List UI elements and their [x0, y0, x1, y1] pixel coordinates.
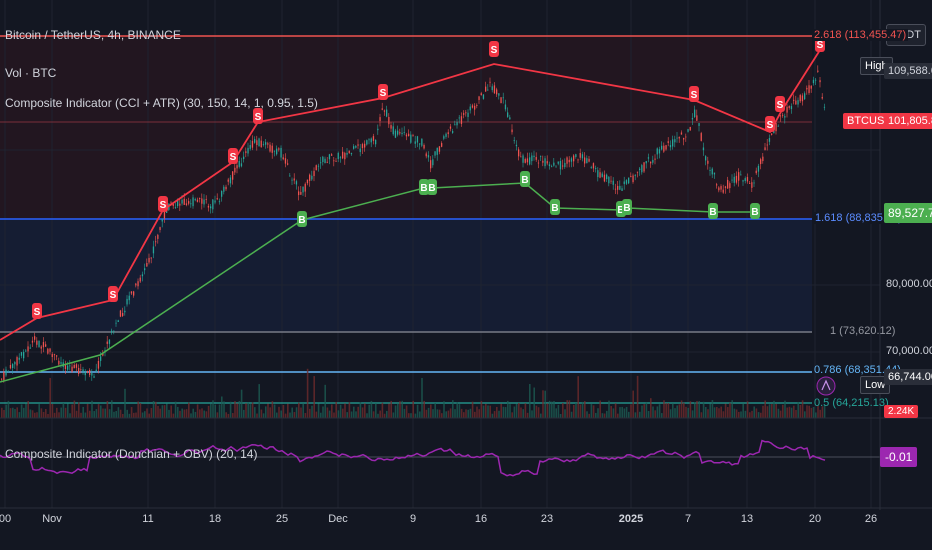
svg-text:S: S: [817, 40, 824, 51]
btc-price-tag: 101,805.82: [884, 113, 932, 129]
time-tick: Dec: [328, 513, 348, 525]
price-tick-70000: 70,000.00: [886, 345, 932, 357]
svg-text:B: B: [420, 183, 427, 194]
svg-text:S: S: [777, 100, 784, 111]
svg-text:S: S: [255, 112, 262, 123]
lower-fib-zone: [0, 219, 812, 332]
sell-signal-marker[interactable]: S: [775, 96, 785, 112]
svg-text:S: S: [34, 307, 41, 318]
svg-text:B: B: [709, 207, 716, 218]
buy-signal-marker[interactable]: B: [520, 171, 530, 187]
svg-text:S: S: [160, 200, 167, 211]
logo-icon: [816, 376, 836, 396]
sell-signal-marker[interactable]: S: [32, 303, 42, 319]
indicator2-legend[interactable]: Composite Indicator (Donchian + OBV) (20…: [5, 447, 258, 461]
svg-text:B: B: [617, 205, 624, 216]
svg-text:S: S: [491, 45, 498, 56]
svg-text:S: S: [691, 90, 698, 101]
time-tick: 25: [275, 513, 289, 525]
svg-text:B: B: [623, 203, 630, 214]
candlestick-series: [1, 65, 826, 383]
sell-signal-marker[interactable]: S: [765, 116, 775, 132]
sell-signal-marker[interactable]: S: [228, 148, 238, 164]
svg-text:B: B: [521, 175, 528, 186]
time-tick: 2025: [618, 513, 644, 525]
price-axis-bg: [880, 0, 932, 550]
time-tick: 11: [142, 513, 154, 525]
sell-signal-marker[interactable]: S: [489, 41, 499, 57]
buy-signal-marker[interactable]: B: [550, 199, 560, 215]
volume-legend[interactable]: Vol · BTC: [5, 66, 57, 80]
buy-signal-marker[interactable]: B: [622, 199, 632, 215]
time-tick: 20: [808, 513, 822, 525]
fib-label-1: 1 (73,620.12): [830, 325, 896, 337]
fib-label-05: 0.5 (64,215.13): [814, 397, 889, 409]
sell-signal-marker[interactable]: S: [378, 84, 388, 100]
buy-signal-marker[interactable]: B: [750, 203, 760, 219]
sell-signal-marker[interactable]: S: [158, 196, 168, 212]
time-tick: 13: [740, 513, 754, 525]
svg-text:S: S: [230, 152, 237, 163]
time-tick: 26: [864, 513, 878, 525]
time-tick: 9: [409, 513, 417, 525]
svg-text:S: S: [767, 120, 774, 131]
time-tick: 18: [208, 513, 222, 525]
fib-label-2618: 2.618 (113,455.47): [812, 29, 909, 41]
volume-value-tag: 2.24K: [884, 405, 919, 418]
svg-text:B: B: [751, 207, 758, 218]
svg-text:B: B: [551, 203, 558, 214]
buy-signal-marker[interactable]: B: [297, 211, 307, 227]
buy-signal-marker[interactable]: B: [419, 179, 429, 195]
sell-signal-marker[interactable]: S: [108, 286, 118, 302]
sell-signal-marker[interactable]: S: [689, 86, 699, 102]
oscillator-line: [0, 439, 826, 477]
low-label-tag: Low: [860, 376, 891, 394]
fib-price-tag: 89,527.74: [884, 203, 932, 223]
oscillator-value-tag: -0.01: [880, 447, 918, 467]
sell-signal-marker[interactable]: S: [253, 108, 263, 124]
time-tick: 00: [0, 513, 12, 525]
buy-signal-marker[interactable]: B: [708, 203, 718, 219]
upper-fib-zone: [0, 36, 812, 219]
svg-text:S: S: [380, 88, 387, 99]
time-tick: 23: [540, 513, 554, 525]
low-value-tag: 66,744.00: [884, 369, 932, 385]
buy-signal-marker[interactable]: B: [427, 179, 437, 195]
volume-bars: [1, 368, 826, 418]
fib-label-1618: 1.618 (88,835.35): [813, 212, 904, 224]
svg-text:S: S: [110, 290, 117, 301]
time-tick: 7: [684, 513, 692, 525]
svg-text:B: B: [298, 215, 305, 226]
time-tick: Nov: [42, 513, 62, 525]
time-tick: 16: [474, 513, 488, 525]
indicator1-legend[interactable]: Composite Indicator (CCI + ATR) (30, 150…: [5, 96, 318, 110]
svg-text:B: B: [428, 183, 435, 194]
price-tick-80000: 80,000.00: [886, 278, 932, 290]
symbol-legend[interactable]: Bitcoin / TetherUS, 4h, BINANCE: [5, 28, 181, 42]
high-value-tag: 109,588.00: [884, 63, 932, 79]
fib-label-0786: 0.786 (68,351.44): [814, 364, 901, 376]
